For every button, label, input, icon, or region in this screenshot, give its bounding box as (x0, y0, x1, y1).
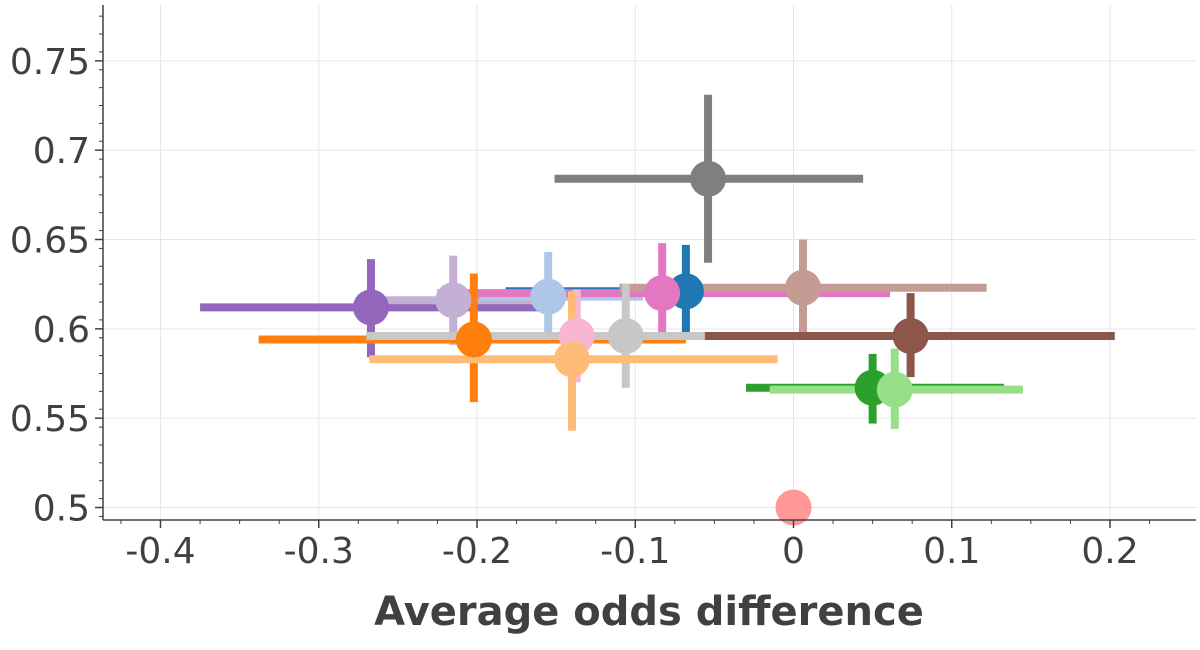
data-point (435, 282, 472, 319)
data-point (607, 317, 644, 354)
error-bars (200, 94, 1115, 431)
x-tick-label: -0.3 (284, 531, 354, 572)
y-tick-label: 0.5 (33, 489, 90, 530)
y-tick-label: 0.65 (10, 220, 90, 261)
y-tick-label: 0.55 (10, 399, 90, 440)
points (352, 160, 929, 526)
data-point (892, 317, 929, 354)
data-point (876, 371, 913, 408)
x-tick-label: -0.1 (600, 531, 670, 572)
series-layer (200, 94, 1115, 526)
y-tick-label: 0.75 (10, 42, 90, 83)
data-point (455, 321, 492, 358)
x-tick-label: -0.2 (442, 531, 512, 572)
y-tick-label: 0.6 (33, 310, 90, 351)
grid (103, 5, 1196, 520)
x-tick-label: 0 (782, 531, 805, 572)
data-point (530, 278, 567, 315)
x-tick-label: 0.1 (923, 531, 980, 572)
data-point (352, 289, 389, 326)
axes (102, 5, 1196, 521)
y-tick-label: 0.7 (33, 131, 90, 172)
data-point (775, 489, 812, 526)
data-point (784, 269, 821, 306)
x-tick-label: -0.4 (125, 531, 195, 572)
ticks: -0.4 -0.3 -0.2 -0.1 0 0.1 0.2 0.5 0.55 0.6 0.65 0.7… (10, 15, 1151, 572)
data-point (644, 275, 681, 312)
x-tick-label: 0.2 (1081, 531, 1138, 572)
data-point (553, 341, 590, 378)
x-axis-title: Average odds difference (374, 589, 924, 635)
data-point (690, 160, 727, 197)
